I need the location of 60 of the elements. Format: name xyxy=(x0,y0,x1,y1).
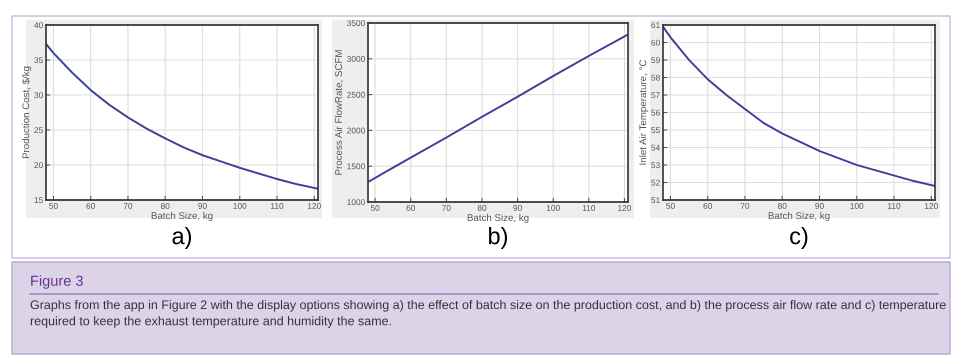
y-tick-label: 2000 xyxy=(347,128,365,134)
text: Graphs from the app in Figure 2 with the display options showing a) the effect of batch size on the production cost, and b) the process air flow rate and c) temperature required to keep the exhaust temperature and humidity the same. xyxy=(30,300,946,328)
text: a) xyxy=(172,226,192,249)
x-tick-label: 90 xyxy=(513,205,522,211)
line-series xyxy=(46,42,318,190)
y-tick-label: 52 xyxy=(651,180,660,186)
y-tick-label: 3500 xyxy=(347,20,365,26)
text: b) xyxy=(489,226,508,249)
caption: Figure 3 xyxy=(31,275,83,289)
x-tick-label: 50 xyxy=(49,203,58,209)
x-tick-label: 60 xyxy=(406,205,416,211)
x-axis-title: Batch Size, kg xyxy=(152,212,212,221)
x-tick-label: 80 xyxy=(478,205,486,211)
x-tick-label: 100 xyxy=(850,203,864,209)
x-tick-label: 120 xyxy=(924,203,938,209)
y-tick-label: 56 xyxy=(651,110,660,116)
y-axis-title: Production Cost, $/kg xyxy=(22,66,32,158)
x-axis-title: Batch Size, kg xyxy=(468,214,528,223)
y-tick-label: 30 xyxy=(34,92,43,98)
x-tick-label: 50 xyxy=(370,205,380,211)
x-tick-label: 110 xyxy=(888,203,900,209)
y-tick-label: 51 xyxy=(651,197,660,204)
x-tick-label: 120 xyxy=(618,205,632,211)
y-tick-label: 57 xyxy=(651,92,660,98)
y-tick-label: 40 xyxy=(34,22,43,28)
x-tick-label: 60 xyxy=(86,203,96,209)
y-tick-label: 60 xyxy=(651,40,660,46)
x-tick-label: 50 xyxy=(666,203,675,209)
y-tick-label: 1500 xyxy=(347,163,365,170)
y-tick-label: 58 xyxy=(651,74,660,81)
x-tick-label: 90 xyxy=(815,203,824,209)
y-axis-title: Inlet Air Temperature, °C xyxy=(639,60,648,165)
y-tick-label: 54 xyxy=(651,144,660,151)
y-tick-label: 55 xyxy=(651,127,660,134)
x-tick-label: 110 xyxy=(582,205,596,211)
y-axis-title: Process Air FlowRate, SCFM xyxy=(334,50,344,175)
x-tick-label: 110 xyxy=(271,203,284,209)
x-axis-title: Batch Size, kg xyxy=(768,212,830,221)
x-tick-label: 70 xyxy=(442,205,451,211)
y-tick-label: 53 xyxy=(651,162,660,168)
y-tick-label: 25 xyxy=(34,127,43,134)
x-tick-label: 100 xyxy=(546,205,560,211)
y-tick-label: 61 xyxy=(651,22,660,28)
x-tick-label: 120 xyxy=(308,203,321,209)
y-tick-label: 35 xyxy=(34,57,43,64)
text: c) xyxy=(790,226,808,249)
y-tick-label: 3000 xyxy=(347,56,365,62)
y-tick-label: 15 xyxy=(34,197,43,204)
y-tick-label: 59 xyxy=(651,57,660,64)
x-tick-label: 90 xyxy=(198,203,207,209)
x-tick-label: 80 xyxy=(160,203,170,209)
x-tick-label: 70 xyxy=(124,203,132,209)
x-tick-label: 70 xyxy=(740,203,750,209)
y-tick-label: 2500 xyxy=(347,92,365,98)
x-tick-label: 100 xyxy=(233,203,246,209)
x-tick-label: 60 xyxy=(704,203,712,209)
y-tick-label: 1000 xyxy=(347,199,365,206)
line-series xyxy=(368,33,628,183)
x-tick-label: 80 xyxy=(778,203,787,209)
y-tick-label: 20 xyxy=(34,162,43,168)
